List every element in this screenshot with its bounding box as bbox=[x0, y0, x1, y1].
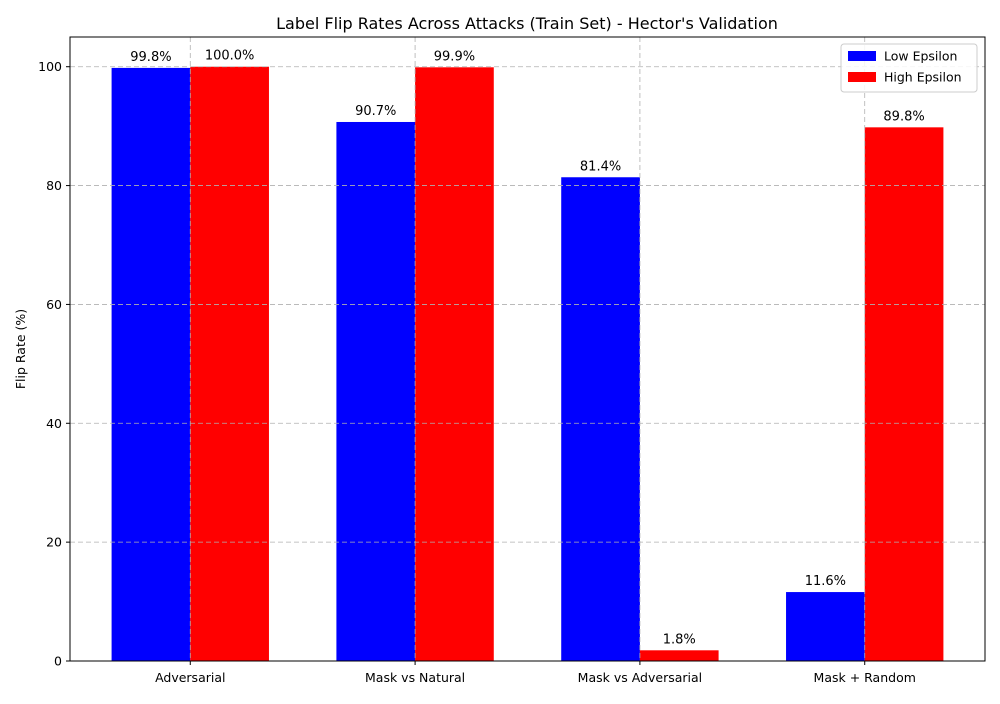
bar-low-epsilon-1 bbox=[336, 121, 416, 662]
bar-labels-layer: 99.8% 90.7% 81.4% 11.6% 100.0% 99.9% 1.8% 89.8% bbox=[130, 49, 924, 648]
plot-frame bbox=[69, 36, 986, 662]
bar-data-label: 1.8% bbox=[663, 632, 696, 647]
bar-low-epsilon-0 bbox=[111, 67, 191, 662]
bar-data-label: 99.9% bbox=[434, 49, 475, 64]
y-tick-label: 20 bbox=[46, 535, 62, 550]
bar-data-label: 100.0% bbox=[205, 49, 255, 64]
bar-high-epsilon-3 bbox=[864, 127, 944, 662]
legend-entry: High Epsilon bbox=[884, 70, 962, 85]
axes-layer bbox=[69, 36, 986, 662]
y-tick-label: 60 bbox=[46, 297, 62, 312]
bar-high-epsilon-0 bbox=[190, 66, 269, 661]
y-tick-label: 80 bbox=[46, 178, 62, 193]
x-tick-label: Adversarial bbox=[155, 670, 225, 685]
bar-data-label: 99.8% bbox=[130, 50, 171, 65]
y-tick-label: 40 bbox=[46, 416, 62, 431]
y-axis-label: Flip Rate (%) bbox=[13, 309, 28, 389]
legend-swatch bbox=[848, 72, 876, 82]
ticks-layer: 0 20 40 60 80 100 Adversarial Mask vs Natural Ma… bbox=[38, 59, 916, 685]
x-tick-label: Mask + Random bbox=[814, 670, 916, 685]
bar-high-epsilon-1 bbox=[415, 67, 494, 661]
chart-title: Label Flip Rates Across Attacks (Train S… bbox=[276, 14, 778, 33]
y-tick-label: 0 bbox=[54, 654, 62, 669]
bars-layer bbox=[111, 66, 944, 662]
bar-data-label: 81.4% bbox=[580, 159, 621, 174]
bar-data-label: 11.6% bbox=[805, 574, 846, 589]
bar-data-label: 89.8% bbox=[883, 109, 924, 124]
bar-data-label: 90.7% bbox=[355, 104, 396, 119]
x-tick-label: Mask vs Adversarial bbox=[578, 670, 702, 685]
bar-low-epsilon-2 bbox=[561, 177, 640, 661]
bar-low-epsilon-3 bbox=[786, 592, 865, 661]
bar-high-epsilon-2 bbox=[639, 650, 719, 661]
x-tick-label: Mask vs Natural bbox=[365, 670, 465, 685]
legend-entry: Low Epsilon bbox=[884, 49, 957, 64]
legend-swatch bbox=[848, 51, 876, 61]
legend: Low Epsilon High Epsilon bbox=[840, 43, 978, 93]
grid-layer bbox=[70, 37, 985, 662]
y-tick-label: 100 bbox=[38, 59, 62, 74]
